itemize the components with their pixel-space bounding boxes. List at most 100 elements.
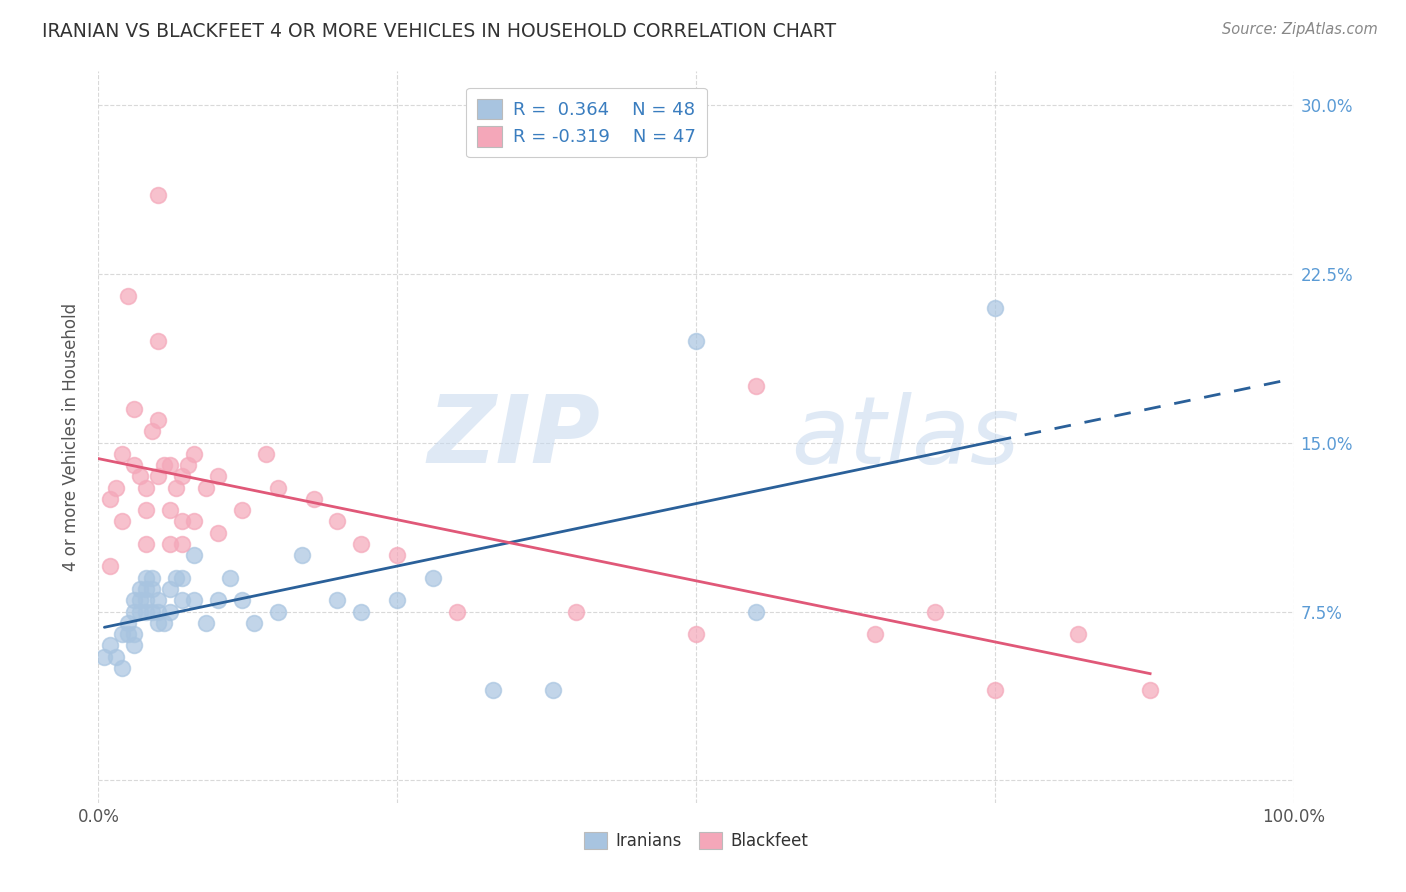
Point [745,605,768,619]
Point [153,458,176,473]
Point [117,627,139,641]
Point [541,683,564,698]
Point [159,537,181,551]
Point [1139,683,1161,698]
Y-axis label: 4 or more Vehicles in Household: 4 or more Vehicles in Household [62,303,80,571]
Point [98,638,122,652]
Point [422,571,444,585]
Point [148,593,170,607]
Text: atlas: atlas [792,392,1019,483]
Point [385,593,409,607]
Point [267,605,290,619]
Point [231,593,253,607]
Point [135,503,157,517]
Point [302,491,325,506]
Point [148,413,170,427]
Point [159,582,181,596]
Point [267,481,290,495]
Point [111,447,134,461]
Point [129,469,152,483]
Point [165,571,187,585]
Point [745,379,768,393]
Point [291,548,314,562]
Point [172,537,194,551]
Point [207,469,229,483]
Legend: Iranians, Blackfeet: Iranians, Blackfeet [578,825,814,856]
Point [124,593,146,607]
Point [183,593,205,607]
Point [865,627,887,641]
Point [172,469,194,483]
Point [207,593,229,607]
Point [124,627,146,641]
Point [685,334,707,349]
Point [177,458,200,473]
Point [481,683,505,698]
Point [165,481,187,495]
Point [984,301,1007,315]
Point [124,605,146,619]
Point [159,605,181,619]
Point [1067,627,1090,641]
Point [183,447,205,461]
Point [141,571,163,585]
Point [141,425,163,439]
Point [254,447,277,461]
Point [685,627,707,641]
Point [124,458,146,473]
Point [172,515,194,529]
Point [159,458,181,473]
Point [195,481,218,495]
Point [159,503,181,517]
Point [243,615,266,630]
Point [924,605,946,619]
Point [129,582,152,596]
Point [105,649,128,664]
Point [183,515,205,529]
Point [148,188,170,202]
Point [129,605,152,619]
Point [219,571,242,585]
Point [111,515,134,529]
Point [111,627,134,641]
Point [141,605,163,619]
Point [135,593,157,607]
Point [98,559,122,574]
Point [148,615,170,630]
Point [153,615,176,630]
Point [117,615,139,630]
Point [326,593,349,607]
Point [326,515,349,529]
Point [446,605,468,619]
Point [135,582,157,596]
Point [98,491,122,506]
Point [565,605,588,619]
Point [207,525,229,540]
Point [385,548,409,562]
Point [105,481,128,495]
Point [117,289,139,303]
Point [148,469,170,483]
Point [172,571,194,585]
Point [231,503,253,517]
Point [172,593,194,607]
Point [111,661,134,675]
Point [135,537,157,551]
Point [141,582,163,596]
Point [195,615,218,630]
Text: Source: ZipAtlas.com: Source: ZipAtlas.com [1222,22,1378,37]
Point [129,593,152,607]
Text: ZIP: ZIP [427,391,600,483]
Text: IRANIAN VS BLACKFEET 4 OR MORE VEHICLES IN HOUSEHOLD CORRELATION CHART: IRANIAN VS BLACKFEET 4 OR MORE VEHICLES … [42,22,837,41]
Point [93,649,115,664]
Point [350,537,373,551]
Point [350,605,373,619]
Point [183,548,205,562]
Point [148,605,170,619]
Point [984,683,1007,698]
Point [135,605,157,619]
Point [135,571,157,585]
Point [124,401,146,416]
Point [148,334,170,349]
Point [124,638,146,652]
